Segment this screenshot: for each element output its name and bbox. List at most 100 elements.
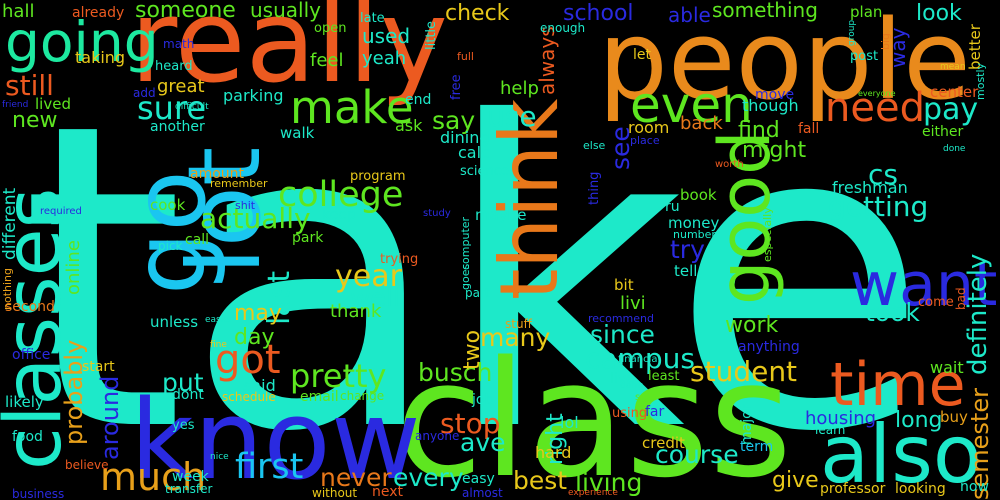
word-easier: easier [205,315,233,325]
word-move: move [755,87,795,103]
word-parking: parking [223,86,284,105]
word-freshman: freshman [832,178,908,197]
word-great: great [157,76,205,97]
word-said: said [243,376,276,395]
word-business: business [12,487,65,500]
word-used: used [362,24,411,48]
word-hall: hall [2,1,35,22]
word-first: first [235,447,304,487]
word-dorm: dorm [620,381,644,391]
word-either: either [922,124,964,140]
word-trying: trying [380,252,419,267]
word-financial: financial [618,354,661,365]
word-sure: sure [137,89,207,127]
word-buy: buy [940,408,968,426]
word-much: much [100,455,207,499]
word-post: post [850,49,879,64]
word-yeah: yeah [362,48,407,69]
word-school: school [563,1,634,26]
word-math: math [163,37,195,51]
word-professor: professor [820,481,886,497]
word-work: work [725,313,779,338]
word-heard: heard [155,59,193,74]
word-let: let [633,47,651,63]
word-around: around [96,375,124,460]
word-hard: hard [535,443,572,462]
word-book: book [680,186,717,204]
word-recommend: recommend [588,312,654,325]
word-well: well [350,283,400,312]
word-long: long [895,408,943,433]
word-next: next [372,484,404,500]
word-even: even [630,76,753,134]
word-college: college [278,175,404,215]
word-walk: walk [280,124,315,142]
word-worth: worth [715,159,744,170]
word-campus: campus [585,342,695,375]
word-dining: dining [440,128,490,147]
word-anyone: anyone [415,429,460,443]
word-student: student [690,355,798,388]
word-every: every [393,463,464,492]
word-people: people [598,0,971,124]
word-someone: someone [135,0,236,23]
word-easy: easy [462,471,495,487]
word-give: give [772,468,819,493]
word-livi: livi [620,293,646,314]
word-plan: plan [850,3,883,21]
word-stuff: stuff [505,317,532,331]
word-ave: ave [460,428,506,457]
word-food: food [12,429,43,445]
word-come: come [918,295,954,310]
word-something: something [712,0,818,22]
word-likely: likely [5,393,44,411]
word-course: course [655,440,739,469]
word-bit: bit [614,276,634,294]
word-using: using [612,406,648,421]
word-yes: yes [172,418,195,433]
word-really: really [130,0,448,109]
word-without: without [312,486,358,500]
word-new: new [12,108,58,133]
word-call: call [185,232,210,248]
word-lived: lived [35,95,71,113]
word-computer: computer [459,216,472,270]
word-end: end [405,92,432,108]
word-day: day [234,325,275,350]
word-best: best [513,466,568,495]
word-ru: ru [665,199,680,215]
word-ask: ask [395,116,423,135]
word-believe: believe [65,458,109,472]
word-number: number [673,228,716,241]
word-check: check [445,1,510,26]
word-look: look [916,1,962,26]
word-second: second [5,299,55,315]
word-difficult: difficult [175,102,209,112]
word-housing: housing [805,408,877,429]
word-calc: calc [458,143,490,162]
word-especially: especially [761,207,774,262]
word-fine: fine [210,340,227,350]
word-credit: credit [642,434,685,452]
word-tell: tell [674,262,698,280]
word-never: never [320,463,392,492]
word-start: start [82,359,115,375]
word-everyone: everyone [858,89,896,98]
word-say: say [432,106,476,135]
word-try: try [670,235,705,264]
word-big: big [879,32,892,50]
word-took: took [865,298,920,327]
word-many: many [480,323,551,352]
word-make: make [290,81,414,134]
word-mostly: mostly [974,62,987,100]
word-full: full [457,50,474,63]
word-learn: learn [815,423,846,437]
word-want: want [850,250,998,320]
word-looking: looking [895,481,946,497]
word-office: office [12,347,51,363]
word-able: able [668,3,711,27]
word-year: year [335,259,402,294]
word-usually: usually [250,0,321,22]
word-already: already [72,5,125,21]
word-pick: pick [158,239,183,253]
